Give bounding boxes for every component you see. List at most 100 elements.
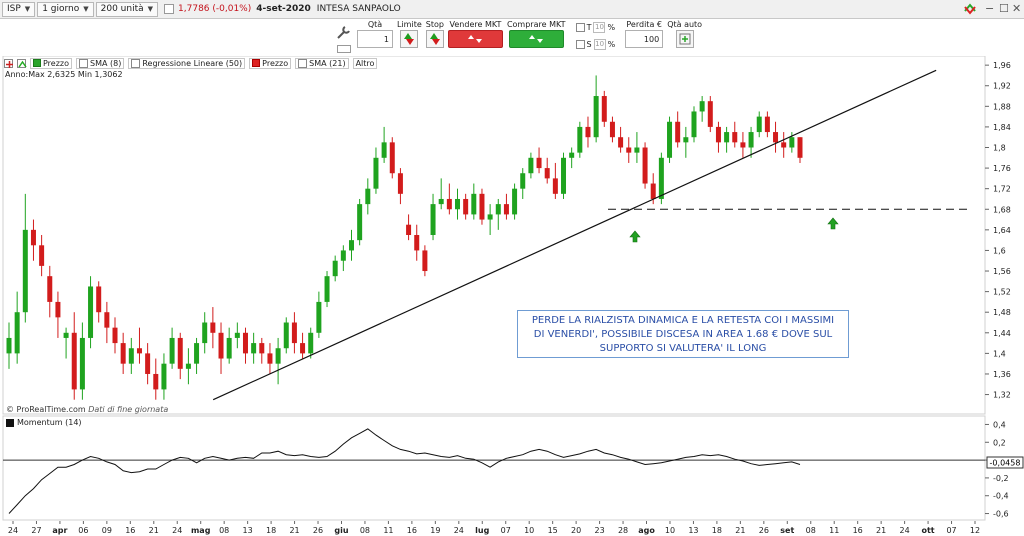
time-tick-label: 27 [31, 526, 41, 535]
candle-body [349, 240, 354, 250]
time-tick-label: 16 [125, 526, 135, 535]
candle-body [382, 142, 387, 157]
candle-body [202, 323, 207, 344]
candle-body [667, 122, 672, 158]
time-tick-label: 06 [78, 526, 88, 535]
stoploss-pct-field[interactable]: 10 [594, 39, 606, 50]
time-tick-label: ago [638, 526, 655, 535]
candle-body [316, 302, 321, 333]
sell-market-button[interactable] [448, 30, 503, 48]
time-tick-label: 19 [430, 526, 440, 535]
target-pct-symbol: % [607, 23, 615, 32]
wrench-col [333, 19, 355, 53]
candle-body [545, 168, 550, 178]
last-date: 4-set-2020 [256, 4, 311, 14]
chart-layout-icon[interactable] [963, 2, 977, 19]
qty-input[interactable]: 1 [357, 30, 393, 48]
price-chart[interactable]: 1,96 1,92 1,88 1,84 1,8 1,76 1,72 1,68 1,64 1,6 1,… [0, 56, 1024, 416]
time-tick-label: 23 [594, 526, 604, 535]
candle-body [610, 122, 615, 137]
time-tick-label: 10 [665, 526, 675, 535]
ts-col: T 10 % S 10 % [574, 19, 618, 53]
candle-body [267, 353, 272, 363]
chevron-down-icon: ▼ [25, 5, 30, 13]
stop-order-icon[interactable] [426, 30, 444, 48]
candle-body [137, 348, 142, 353]
annotation-box[interactable]: PERDE LA RIALZISTA DINAMICA E LA RETESTA… [517, 310, 849, 358]
price-axis: 1,96 1,92 1,88 1,84 1,8 1,76 1,72 1,68 1,64 1,6 1,… [985, 61, 1011, 399]
target-checkbox[interactable] [576, 23, 585, 32]
chevron-down-icon: ▼ [148, 5, 153, 13]
price-panel-frame [3, 56, 985, 414]
annotation-line: PERDE LA RIALZISTA DINAMICA E LA RETESTA… [518, 314, 848, 328]
price-tick-label: 1,64 [993, 226, 1011, 235]
timeframe-label: 1 giorno [42, 4, 79, 14]
keyboard-icon[interactable] [337, 45, 351, 53]
limit-label: Limite [397, 19, 422, 30]
order-ticket: Qtà 1 Limite Stop Vendere MKT Comprare M… [333, 19, 704, 53]
price-checkbox[interactable] [164, 4, 174, 14]
close-icon[interactable]: ✕ [1012, 2, 1021, 15]
candle-body [765, 117, 770, 132]
symbol-selector[interactable]: ISP ▼ [2, 2, 35, 17]
candle-body [683, 137, 688, 142]
candle-body [708, 101, 713, 127]
candle-body [553, 178, 558, 193]
momentum-current-badge: -0,0458 [987, 457, 1023, 468]
price-tick-label: 1,88 [993, 102, 1011, 111]
price-tick-label: 1,4 [993, 349, 1006, 358]
units-selector[interactable]: 200 unità ▼ [96, 2, 158, 17]
time-tick-label: 09 [102, 526, 112, 535]
candle-body [455, 199, 460, 209]
momentum-legend[interactable]: Momentum (14) [6, 418, 82, 427]
candle-body [357, 204, 362, 240]
candle-body [504, 204, 509, 214]
buy-col: Comprare MKT [505, 19, 568, 53]
time-tick-label: 13 [688, 526, 698, 535]
candle-body [716, 127, 721, 142]
time-tick-label: 08 [360, 526, 370, 535]
candle-body [243, 333, 248, 354]
auto-qty-icon[interactable] [676, 30, 694, 48]
time-tick-label: 21 [735, 526, 745, 535]
buy-market-button[interactable] [509, 30, 564, 48]
loss-col: Perdita € 100 [623, 19, 665, 53]
target-label: T [587, 23, 592, 32]
candle-body [447, 199, 452, 209]
minimize-icon[interactable]: − [985, 2, 994, 15]
candle-body [39, 245, 44, 266]
time-tick-label: 24 [454, 526, 464, 535]
qty-label: Qtà [368, 19, 382, 30]
time-tick-label: 12 [970, 526, 980, 535]
candle-body [251, 343, 256, 353]
time-tick-label: 26 [759, 526, 769, 535]
instrument-name: INTESA SANPAOLO [317, 4, 401, 14]
loss-input[interactable]: 100 [625, 30, 663, 48]
wrench-icon[interactable] [335, 25, 353, 43]
candle-body [80, 338, 85, 389]
up-arrow-icon [828, 218, 838, 229]
candle-body [561, 158, 566, 194]
momentum-chart[interactable]: 0,40,20-0,2-0,4-0,6 -0,0458 [0, 415, 1024, 521]
buy-arrows-icon [528, 34, 544, 44]
stop-label: Stop [426, 19, 444, 30]
candle-body [194, 343, 199, 364]
candle-body [618, 137, 623, 147]
candle-body [170, 338, 175, 364]
stoploss-checkbox[interactable] [576, 40, 585, 49]
candle-body [626, 148, 631, 153]
limit-order-icon[interactable] [400, 30, 418, 48]
candle-body [675, 122, 680, 143]
candle-body [691, 111, 696, 137]
qty-col: Qtà 1 [355, 19, 395, 53]
timeframe-selector[interactable]: 1 giorno ▼ [37, 2, 93, 17]
candle-body [219, 333, 224, 359]
time-tick-label: 24 [900, 526, 910, 535]
candle-body [406, 225, 411, 235]
last-price: 1,7786 (-0,01%) [178, 4, 251, 14]
target-pct-field[interactable]: 10 [593, 22, 605, 33]
candle-body [569, 153, 574, 158]
candle-body [422, 250, 427, 271]
buy-label: Comprare MKT [507, 19, 566, 30]
maximize-icon[interactable]: ☐ [999, 2, 1009, 15]
